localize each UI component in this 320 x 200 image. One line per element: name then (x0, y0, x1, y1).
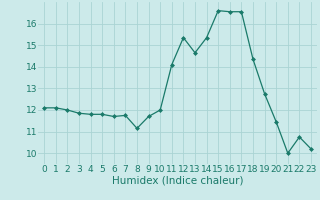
X-axis label: Humidex (Indice chaleur): Humidex (Indice chaleur) (112, 176, 243, 186)
